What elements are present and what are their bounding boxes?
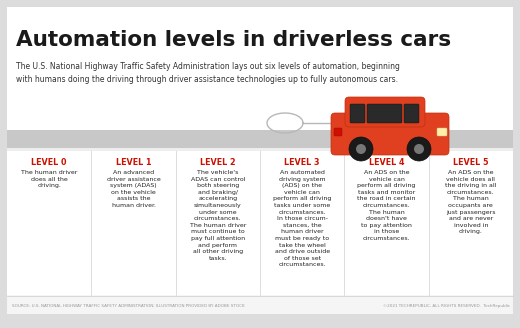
Text: The human driver
does all the
driving.: The human driver does all the driving. [21,170,77,188]
FancyBboxPatch shape [7,7,513,314]
Bar [7,148,513,151]
Circle shape [356,144,366,154]
Text: The U.S. National Highway Traffic Safety Administration lays out six levels of a: The U.S. National Highway Traffic Safety… [16,62,400,84]
Text: LEVEL 5: LEVEL 5 [453,158,489,167]
Bar [7,295,513,314]
FancyBboxPatch shape [334,128,342,136]
Text: An advanced
driver assistance
system (ADAS)
on the vehicle
assists the
human dri: An advanced driver assistance system (AD… [107,170,160,208]
Text: Automation levels in driverless cars: Automation levels in driverless cars [16,30,451,50]
FancyBboxPatch shape [350,104,365,123]
Text: LEVEL 2: LEVEL 2 [200,158,236,167]
Text: An ADS on the
vehicle does all
the driving in all
circumstances.
The human
occup: An ADS on the vehicle does all the drivi… [445,170,497,235]
FancyBboxPatch shape [345,97,425,127]
Circle shape [349,137,373,161]
FancyBboxPatch shape [367,104,402,123]
Text: An ADS on the
vehicle can
perform all driving
tasks and monitor
the road in cert: An ADS on the vehicle can perform all dr… [357,170,416,241]
Circle shape [407,137,431,161]
Text: SOURCE: U.S. NATIONAL HIGHWAY TRAFFIC SAFETY ADMINISTRATION; ILLUSTRATION PROVID: SOURCE: U.S. NATIONAL HIGHWAY TRAFFIC SA… [12,304,244,308]
Text: ©2021 TECHREPUBLIC, ALL RIGHTS RESERVED.  TechRepublic: ©2021 TECHREPUBLIC, ALL RIGHTS RESERVED.… [383,304,510,308]
Text: The vehicle's
ADAS can control
both steering
and braking/
accelerating
simultane: The vehicle's ADAS can control both stee… [190,170,246,261]
Circle shape [414,144,424,154]
Text: LEVEL 1: LEVEL 1 [116,158,151,167]
FancyBboxPatch shape [437,128,447,136]
Bar [7,130,513,148]
Text: LEVEL 0: LEVEL 0 [31,158,67,167]
FancyBboxPatch shape [404,104,419,123]
Text: LEVEL 3: LEVEL 3 [284,158,320,167]
Text: An automated
driving system
(ADS) on the
vehicle can
perform all driving
tasks u: An automated driving system (ADS) on the… [273,170,331,267]
FancyBboxPatch shape [331,113,449,155]
Text: LEVEL 4: LEVEL 4 [369,158,404,167]
